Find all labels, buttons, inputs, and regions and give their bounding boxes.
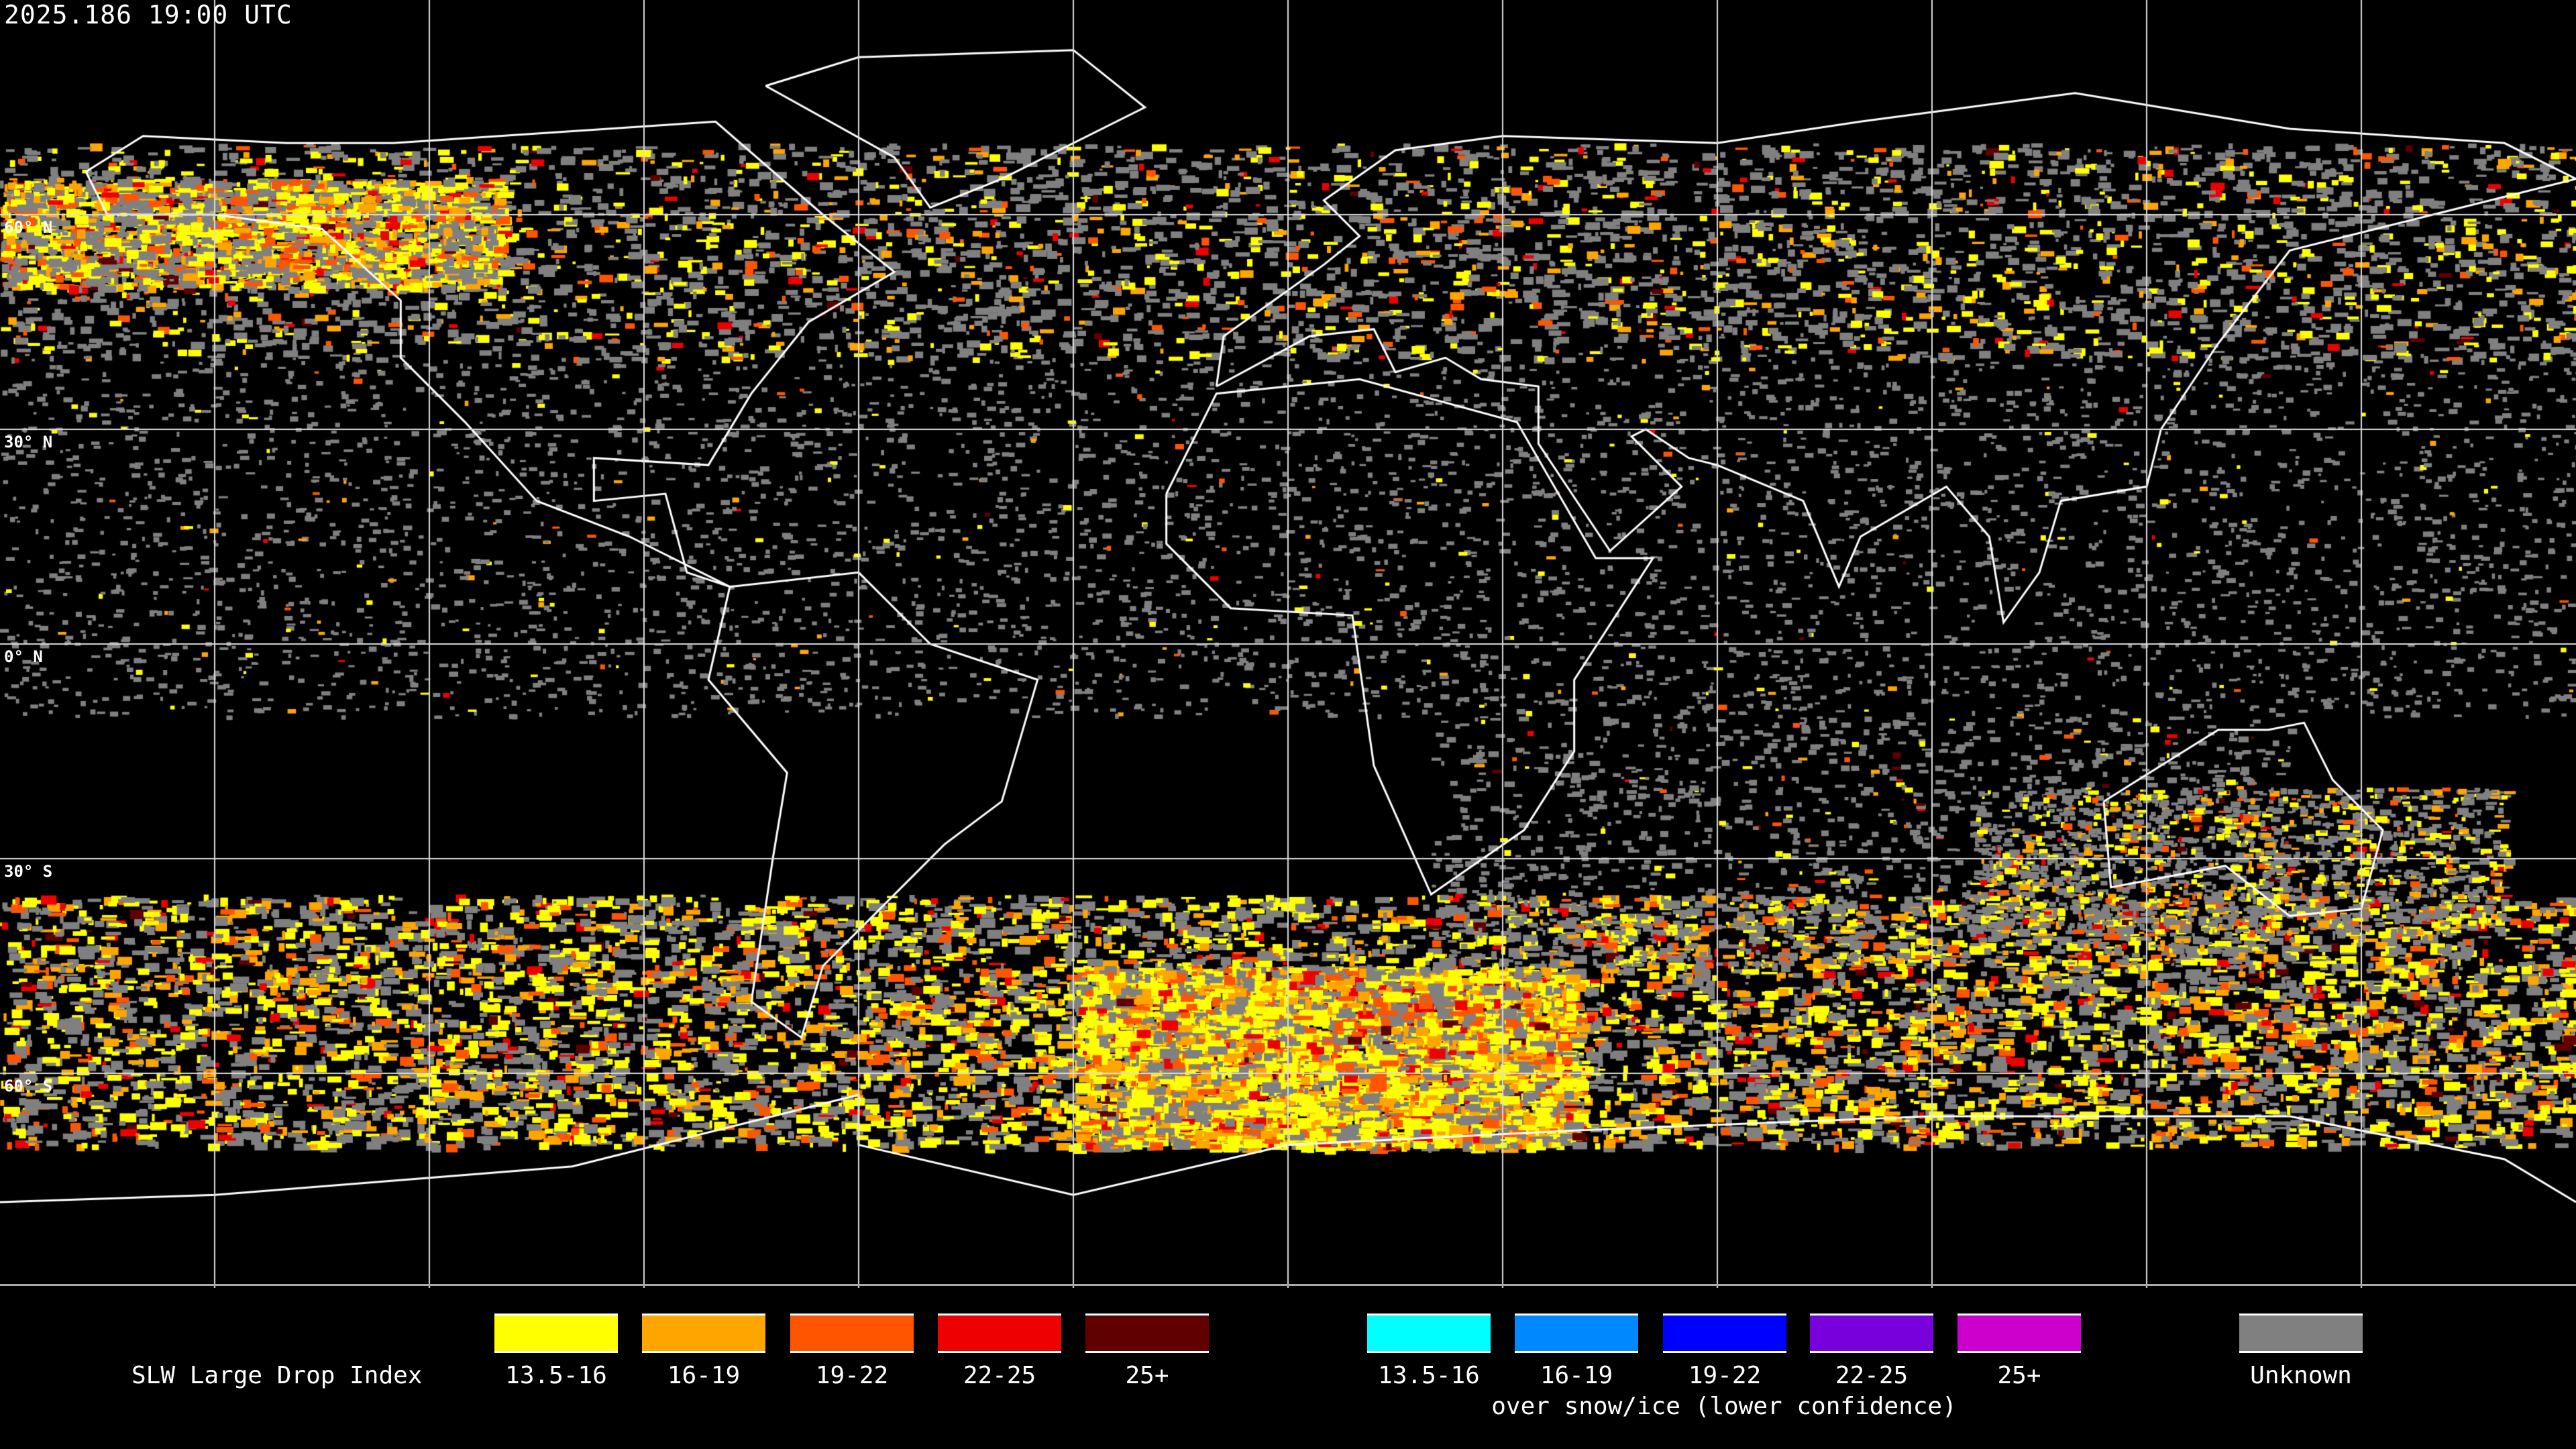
slw-map [0,0,2576,1288]
label-16-19: 16-19 [667,1362,741,1389]
swatch-unknown [2239,1313,2363,1353]
label-25plus: 25+ [1125,1362,1169,1389]
lat-label-30n: 30° N [4,433,53,451]
legend-title: SLW Large Drop Index [131,1362,423,1389]
swatch-snow-19-22 [1663,1313,1786,1353]
swatch-25plus [1085,1313,1209,1353]
swatch-19-22 [790,1313,914,1353]
swatch-snow-22-25 [1810,1313,1933,1353]
timestamp: 2025.186 19:00 UTC [4,0,292,30]
swatch-snow-25plus [1957,1313,2081,1353]
snow-ice-note: over snow/ice (lower confidence) [1491,1393,1957,1420]
label-19-22: 19-22 [815,1362,889,1389]
label-snow-16-19: 16-19 [1540,1362,1613,1389]
lat-label-30s: 30° S [4,862,53,881]
map-border [0,1284,2576,1286]
swatch-snow-13-16 [1367,1313,1491,1353]
label-snow-22-25: 22-25 [1835,1362,1909,1389]
lat-label-0: 0° N [4,647,43,666]
swatch-22-25 [938,1313,1061,1353]
swatch-16-19 [642,1313,765,1353]
label-22-25: 22-25 [963,1362,1036,1389]
label-unknown: Unknown [2250,1362,2352,1389]
label-snow-19-22: 19-22 [1688,1362,1762,1389]
label-snow-13-16: 13.5-16 [1378,1362,1480,1389]
label-snow-25plus: 25+ [1997,1362,2041,1389]
swatch-snow-16-19 [1515,1313,1638,1353]
swatch-13-16 [494,1313,618,1353]
lat-label-60s: 60° S [4,1077,53,1095]
lat-label-60n: 60° N [4,218,53,237]
label-13-16: 13.5-16 [505,1362,607,1389]
